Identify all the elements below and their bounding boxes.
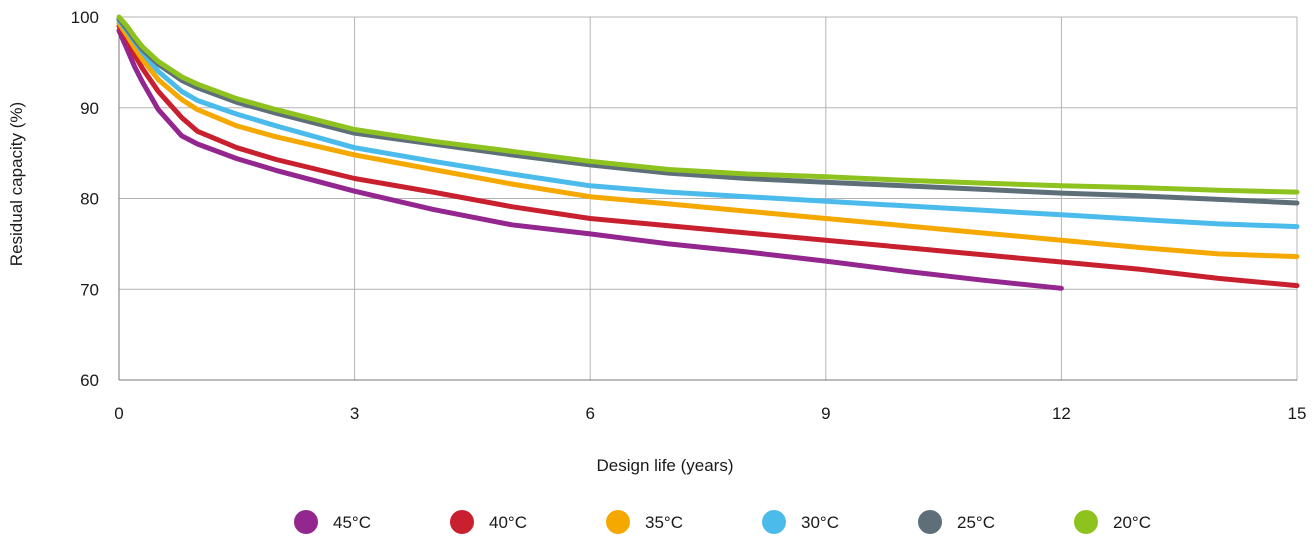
series-line-2 [116,20,1300,260]
y-axis-label: Residual capacity (%) [7,102,26,266]
x-tick-label-4: 12 [1052,404,1071,423]
legend-label-0: 45°C [333,513,371,532]
legend-item-0: 45°C [294,510,371,534]
legend-item-4: 25°C [918,510,995,534]
legend: 45°C 40°C 35°C 30°C 25°C 20°C [294,510,1151,534]
series-lines [116,14,1300,291]
y-tick-label-0: 60 [80,371,99,390]
series-line-0 [116,28,1064,291]
legend-swatch-1 [450,510,474,534]
legend-item-5: 20°C [1074,510,1151,534]
x-tick-label-3: 9 [821,404,830,423]
legend-label-4: 25°C [957,513,995,532]
legend-swatch-0 [294,510,318,534]
x-axis-label: Design life (years) [597,456,734,475]
axes [118,17,1297,381]
legend-item-3: 30°C [762,510,839,534]
x-tick-label-0: 0 [114,404,123,423]
legend-swatch-5 [1074,510,1098,534]
legend-label-5: 20°C [1113,513,1151,532]
x-tick-label-1: 3 [350,404,359,423]
x-tick-label-2: 6 [585,404,594,423]
legend-item-1: 40°C [450,510,527,534]
legend-label-3: 30°C [801,513,839,532]
legend-label-1: 40°C [489,513,527,532]
series-line-5 [116,14,1300,195]
grid [119,16,1298,380]
y-tick-label-2: 80 [80,190,99,209]
series-line-1 [116,23,1300,289]
legend-label-2: 35°C [645,513,683,532]
legend-item-2: 35°C [606,510,683,534]
tick-labels: 60 70 80 90 100 0 3 6 9 12 15 [71,8,1307,423]
x-tick-label-5: 15 [1288,404,1307,423]
legend-swatch-3 [762,510,786,534]
y-tick-label-4: 100 [71,8,99,27]
y-tick-label-1: 70 [80,280,99,299]
legend-swatch-4 [918,510,942,534]
legend-swatch-2 [606,510,630,534]
series-line-3 [116,18,1300,230]
y-tick-label-3: 90 [80,99,99,118]
